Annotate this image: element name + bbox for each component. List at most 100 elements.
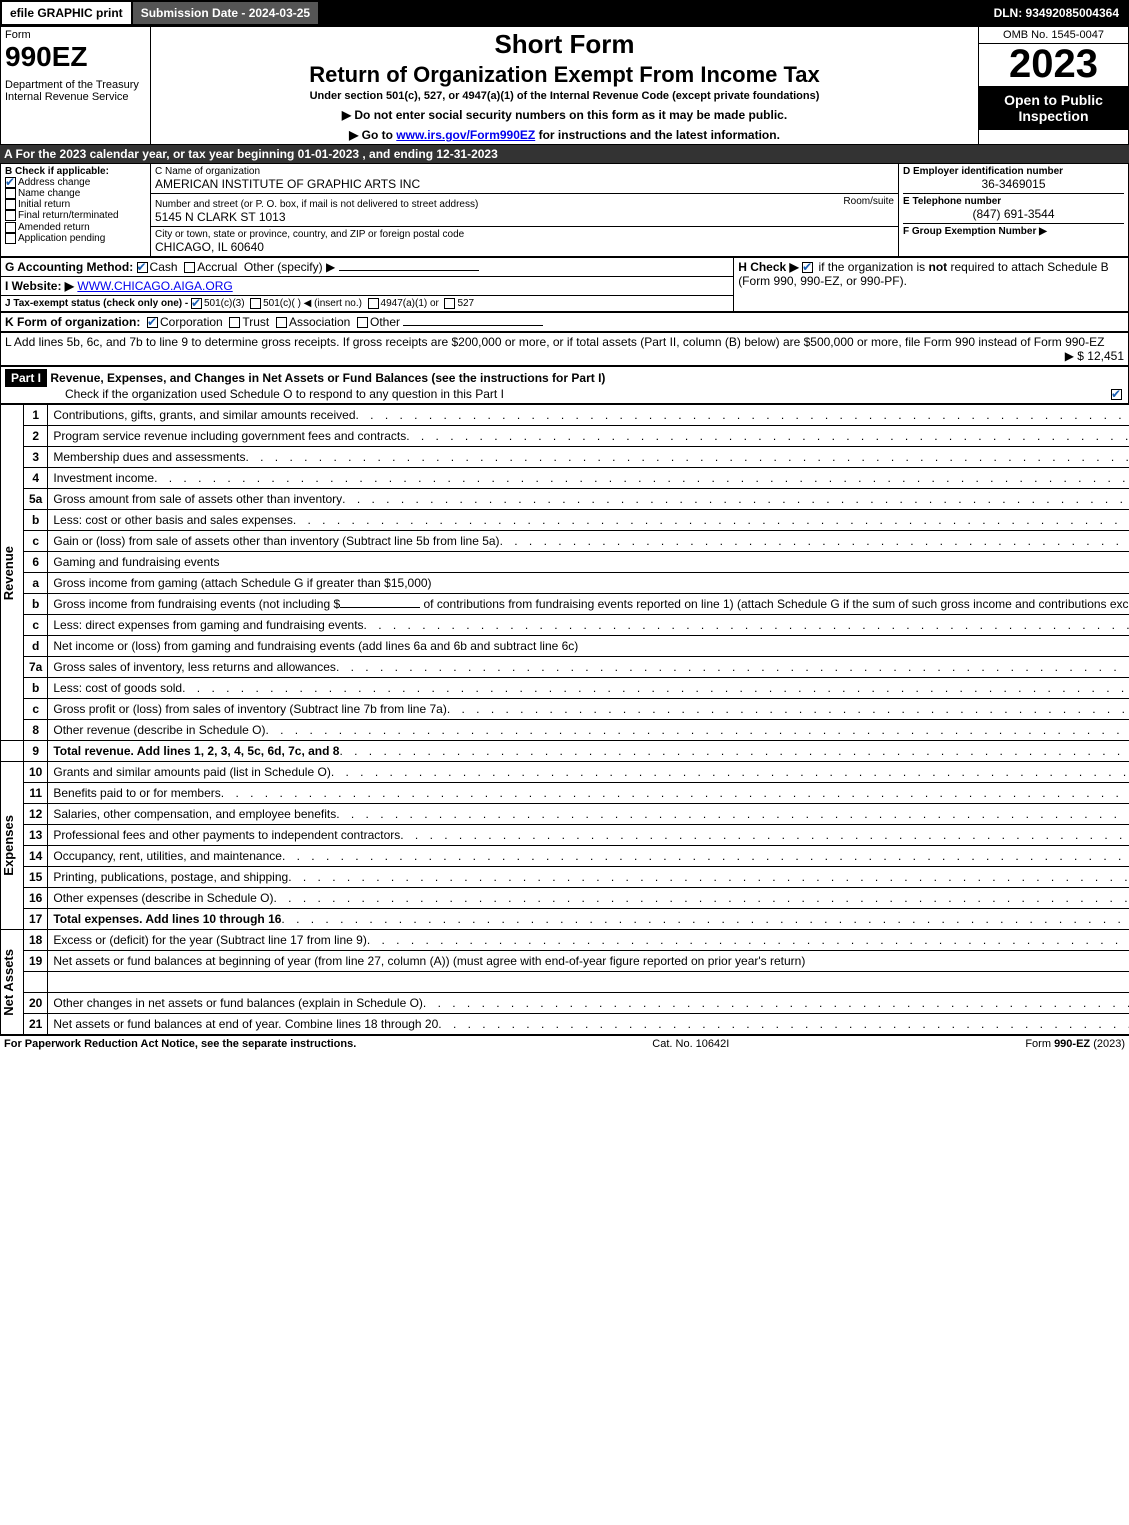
schedule-o-checkbox[interactable] [1111,389,1122,400]
ln-4-desc: Investment income [53,471,154,485]
b-item-2: Initial return [5,199,146,210]
line-1: Revenue 1 Contributions, gifts, grants, … [1,405,1129,426]
section-b: B Check if applicable: Address change Na… [1,164,151,257]
c-city-label: City or town, state or province, country… [155,229,894,240]
d-label: D Employer identification number [903,166,1124,177]
def-cell: D Employer identification number 36-3469… [899,164,1129,257]
section-l: L Add lines 5b, 6c, and 7b to line 9 to … [1,333,1129,366]
efile-print-button[interactable]: efile GRAPHIC print [2,2,133,24]
b-label-1: Name change [18,188,80,199]
ln-7b-num: b [24,678,48,699]
k-label: K Form of organization: [5,315,140,329]
ln-18-num: 18 [24,930,48,951]
irs-link[interactable]: www.irs.gov/Form990EZ [396,128,535,142]
line-19a: 19 Net assets or fund balances at beginn… [1,951,1129,972]
open-inspection: Open to Public Inspection [979,86,1128,130]
line-10: Expenses 10 Grants and similar amounts p… [1,762,1129,783]
address-change-checkbox[interactable] [5,177,16,188]
year-cell: OMB No. 1545-0047 2023 Open to Public In… [979,27,1129,145]
j-opt4: 527 [457,298,474,309]
line-15: 15 Printing, publications, postage, and … [1,867,1129,888]
ln-7c-num: c [24,699,48,720]
ln-16-num: 16 [24,888,48,909]
association-checkbox[interactable] [276,317,287,328]
corporation-checkbox[interactable] [147,317,158,328]
i-label: I Website: ▶ [5,279,74,293]
b-label-0: Address change [18,177,90,188]
b-item-0: Address change [5,177,146,188]
line-5c: c Gain or (loss) from sale of assets oth… [1,531,1129,552]
submission-date-button[interactable]: Submission Date - 2024-03-25 [133,2,320,24]
footer-right-pre: Form [1025,1038,1054,1050]
ln-11-desc: Benefits paid to or for members [53,786,220,800]
accrual-checkbox[interactable] [184,262,195,273]
4947-checkbox[interactable] [368,298,379,309]
l-value: ▶ $ 12,451 [5,349,1124,363]
cash-label: Cash [150,260,178,274]
ln-7c-desc: Gross profit or (loss) from sales of inv… [53,702,446,716]
k-trust: Trust [242,315,269,329]
ln-13-num: 13 [24,825,48,846]
ln-1-desc: Contributions, gifts, grants, and simila… [53,408,355,422]
ln-17-desc: Total expenses. Add lines 10 through 16 [53,912,281,926]
footer-right-post: (2023) [1090,1038,1125,1050]
other-org-checkbox[interactable] [357,317,368,328]
ln-6b-num: b [24,594,48,615]
ln-2-desc: Program service revenue including govern… [53,429,406,443]
form-id-cell: Form 990EZ Department of the Treasury In… [1,27,151,145]
b-item-3: Final return/terminated [5,210,146,221]
dept-label: Department of the Treasury Internal Reve… [5,79,146,103]
schedule-b-checkbox[interactable] [802,262,813,273]
ln-14-desc: Occupancy, rent, utilities, and maintena… [53,849,282,863]
527-checkbox[interactable] [444,298,455,309]
line-7a: 7a Gross sales of inventory, less return… [1,657,1129,678]
j-label: J Tax-exempt status (check only one) - [5,298,191,309]
ln-17-num: 17 [24,909,48,930]
l-text: L Add lines 5b, 6c, and 7b to line 9 to … [5,335,1104,349]
ln-21-desc: Net assets or fund balances at end of ye… [53,1017,438,1031]
name-change-checkbox[interactable] [5,188,16,199]
line-6d: d Net income or (loss) from gaming and f… [1,636,1129,657]
part-i-check-note: Check if the organization used Schedule … [65,387,504,401]
ln-6d-num: d [24,636,48,657]
k-corp: Corporation [160,315,223,329]
ln-2-num: 2 [24,426,48,447]
line-4: 4 Investment income 4 1 [1,468,1129,489]
ln-19-desc: Net assets or fund balances at beginning… [53,954,805,968]
cash-checkbox[interactable] [137,262,148,273]
ln-1-num: 1 [24,405,48,426]
line-7c: c Gross profit or (loss) from sales of i… [1,699,1129,720]
note-goto: ▶ Go to www.irs.gov/Form990EZ for instru… [155,128,974,142]
b-item-1: Name change [5,188,146,199]
trust-checkbox[interactable] [229,317,240,328]
ln-7b-desc: Less: cost of goods sold [53,681,182,695]
section-a: A For the 2023 calendar year, or tax yea… [0,145,1129,163]
amended-return-checkbox[interactable] [5,222,16,233]
application-pending-checkbox[interactable] [5,233,16,244]
ln-6b-desc-pre: Gross income from fundraising events (no… [53,597,340,611]
ln-15-num: 15 [24,867,48,888]
top-bar: efile GRAPHIC print Submission Date - 20… [0,0,1129,26]
org-name: AMERICAN INSTITUTE OF GRAPHIC ARTS INC [155,177,894,191]
line-21: 21 Net assets or fund balances at end of… [1,1014,1129,1035]
ln-12-desc: Salaries, other compensation, and employ… [53,807,336,821]
line-2: 2 Program service revenue including gove… [1,426,1129,447]
ln-5c-desc: Gain or (loss) from sale of assets other… [53,534,499,548]
ln-5b-num: b [24,510,48,531]
line-7b: b Less: cost of goods sold 7b [1,678,1129,699]
ln-8-desc: Other revenue (describe in Schedule O) [53,723,265,737]
phone-value: (847) 691-3544 [903,207,1124,221]
initial-return-checkbox[interactable] [5,199,16,210]
ln-6-num: 6 [24,552,48,573]
501c3-checkbox[interactable] [191,298,202,309]
c-street-label: Number and street (or P. O. box, if mail… [155,199,478,210]
final-return-checkbox[interactable] [5,210,16,221]
website-link[interactable]: WWW.CHICAGO.AIGA.ORG [77,279,232,293]
501c-checkbox[interactable] [250,298,261,309]
other-specify-label: Other (specify) ▶ [244,260,335,274]
ln-10-desc: Grants and similar amounts paid (list in… [53,765,330,779]
ln-18-desc: Excess or (deficit) for the year (Subtra… [53,933,366,947]
ln-6c-desc: Less: direct expenses from gaming and fu… [53,618,363,632]
netassets-vlabel: Net Assets [1,949,23,1016]
section-h: H Check ▶ if the organization is not req… [734,258,1129,312]
